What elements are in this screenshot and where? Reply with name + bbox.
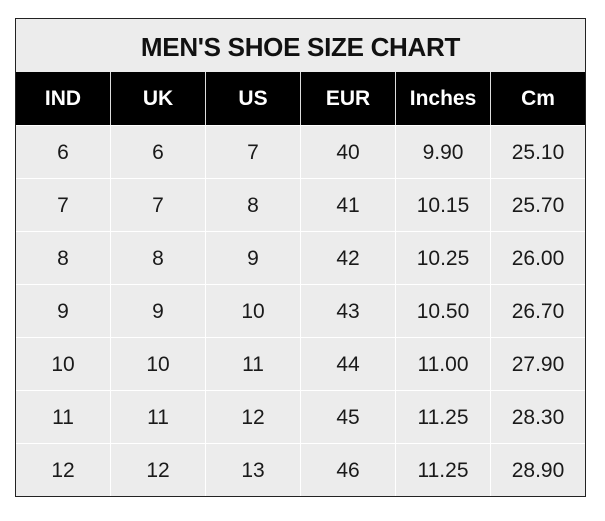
table-cell: 10.15 xyxy=(396,178,491,231)
table-cell: 28.90 xyxy=(491,443,585,496)
table-cell: 12 xyxy=(206,390,301,443)
table-cell: 40 xyxy=(301,125,396,178)
column-header: Inches xyxy=(396,72,491,125)
table-cell: 6 xyxy=(16,125,111,178)
table-cell: 10 xyxy=(16,337,111,390)
table-cell: 11 xyxy=(206,337,301,390)
table-cell: 12 xyxy=(16,443,111,496)
table-row: 9 9 10 43 10.50 26.70 xyxy=(16,284,585,337)
table-cell: 11 xyxy=(111,390,206,443)
table-cell: 10 xyxy=(111,337,206,390)
table-cell: 13 xyxy=(206,443,301,496)
table-cell: 41 xyxy=(301,178,396,231)
table-cell: 8 xyxy=(111,231,206,284)
column-header: EUR xyxy=(301,72,396,125)
table-cell: 12 xyxy=(111,443,206,496)
table-row: 10 10 11 44 11.00 27.90 xyxy=(16,337,585,390)
table-cell: 7 xyxy=(206,125,301,178)
table-row: 12 12 13 46 11.25 28.90 xyxy=(16,443,585,496)
table-row: 8 8 9 42 10.25 26.00 xyxy=(16,231,585,284)
table-cell: 8 xyxy=(16,231,111,284)
table-cell: 25.10 xyxy=(491,125,585,178)
table-cell: 10.25 xyxy=(396,231,491,284)
table-cell: 11.25 xyxy=(396,443,491,496)
column-header: IND xyxy=(16,72,111,125)
table-row: 7 7 8 41 10.15 25.70 xyxy=(16,178,585,231)
table-cell: 8 xyxy=(206,178,301,231)
size-chart-table: MEN'S SHOE SIZE CHART IND UK US EUR Inches Cm… xyxy=(15,18,586,497)
table-row: 11 11 12 45 11.25 28.30 xyxy=(16,390,585,443)
table-cell: 11.00 xyxy=(396,337,491,390)
table-cell: 9.90 xyxy=(396,125,491,178)
table-cell: 6 xyxy=(111,125,206,178)
table-cell: 11.25 xyxy=(396,390,491,443)
table-cell: 26.00 xyxy=(491,231,585,284)
table-cell: 26.70 xyxy=(491,284,585,337)
table-cell: 25.70 xyxy=(491,178,585,231)
header-row: IND UK US EUR Inches Cm xyxy=(16,72,585,125)
table-cell: 10.50 xyxy=(396,284,491,337)
column-header: US xyxy=(206,72,301,125)
table-cell: 46 xyxy=(301,443,396,496)
table-cell: 7 xyxy=(111,178,206,231)
table-body: 6 6 7 40 9.90 25.10 7 7 8 41 10.15 25.70 8 8 9 42 10.25 2… xyxy=(16,125,585,496)
column-header: UK xyxy=(111,72,206,125)
table-cell: 43 xyxy=(301,284,396,337)
table-cell: 11 xyxy=(16,390,111,443)
table-cell: 7 xyxy=(16,178,111,231)
column-header: Cm xyxy=(521,87,555,110)
table-cell: 10 xyxy=(206,284,301,337)
table-cell: 44 xyxy=(301,337,396,390)
table-cell: 45 xyxy=(301,390,396,443)
table-cell: 9 xyxy=(111,284,206,337)
table-title: MEN'S SHOE SIZE CHART xyxy=(140,32,461,62)
table-cell: 27.90 xyxy=(491,337,585,390)
table-cell: 9 xyxy=(16,284,111,337)
table-cell: 28.30 xyxy=(491,390,585,443)
table-cell: 42 xyxy=(301,231,396,284)
table-cell: 9 xyxy=(206,231,301,284)
table-row: 6 6 7 40 9.90 25.10 xyxy=(16,125,585,178)
